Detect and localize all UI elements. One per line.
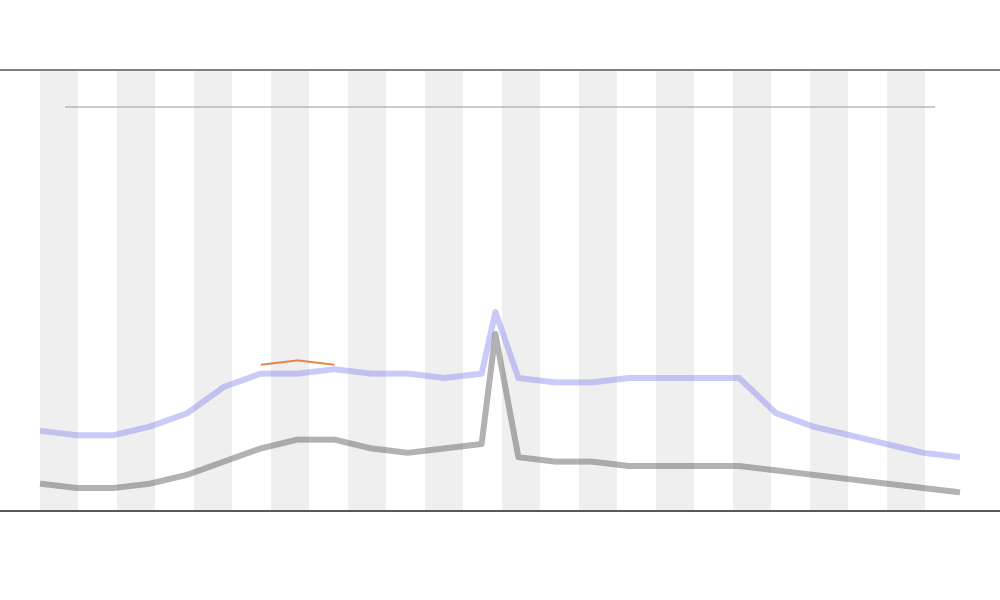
series-line: [39, 309, 961, 461]
stripe: [348, 71, 386, 510]
series-line: [39, 331, 961, 496]
stripe: [579, 71, 617, 510]
stripe: [733, 71, 771, 510]
stripe: [656, 71, 694, 510]
stripe: [502, 71, 540, 510]
stripe: [194, 71, 232, 510]
stripe: [810, 71, 848, 510]
stripe: [271, 71, 309, 510]
series-line: [260, 359, 335, 366]
stripe: [425, 71, 463, 510]
stripe: [40, 71, 78, 510]
stripe: [887, 71, 925, 510]
stripe: [117, 71, 155, 510]
background-stripes: [40, 71, 925, 510]
